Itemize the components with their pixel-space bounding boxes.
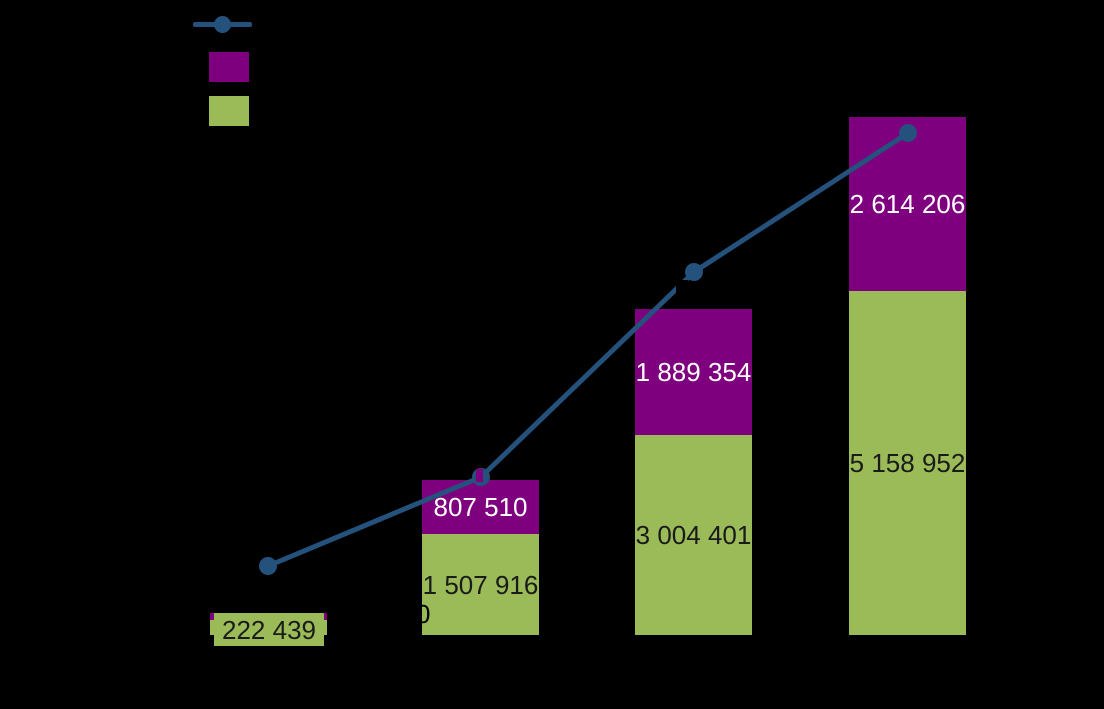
bar-data-label-box: 222 439 (214, 613, 324, 646)
bar-data-label: 222 439 (222, 614, 316, 645)
bar-data-label: 2 614 206 (849, 189, 966, 219)
marker-notch-artifact (476, 469, 483, 482)
line-gap-artifact (676, 280, 688, 293)
purple-series-swatch-icon (209, 52, 249, 82)
bar-data-label: 1 889 354 (635, 357, 752, 387)
line-path (267, 130, 910, 569)
line-marker-swatch-icon (214, 15, 231, 33)
line-marker-icon (685, 263, 703, 281)
bar-segment-green (635, 435, 752, 635)
bar-data-label: 807 510 (433, 492, 528, 522)
line-marker-icon (259, 557, 277, 575)
bar-segment-green (849, 291, 966, 635)
clipped-label-artifact: 0 (416, 599, 431, 629)
bar-data-label: 1 507 916 (422, 569, 539, 600)
green-series-swatch-icon (209, 96, 249, 126)
bar-data-label: 5 158 952 (849, 448, 966, 478)
bar-segment-purple (635, 309, 752, 435)
bar-segment-purple (422, 480, 539, 534)
bar-data-label: 3 004 401 (635, 520, 752, 550)
bar-segment-green (422, 534, 539, 635)
line-marker-icon (899, 124, 917, 142)
bar-segment-purple (849, 117, 966, 291)
